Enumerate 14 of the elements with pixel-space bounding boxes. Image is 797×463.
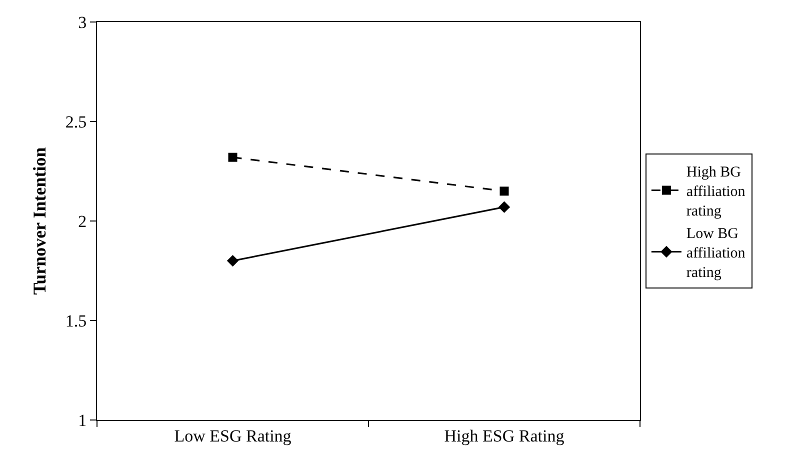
legend-label: High BG affiliation rating [686,164,746,220]
point [226,254,239,267]
x-tick-label: Low ESG Rating [174,426,292,446]
point [498,201,510,213]
y-tick-label: 1 [78,410,87,430]
y-axis-title: Turnover Intention [30,147,50,295]
y-tick-label: 2.5 [65,112,87,132]
y-tick-label: 2 [78,212,87,231]
y-tick-label: 1.5 [65,311,87,330]
point [500,186,509,196]
y-tick-label: 3 [78,12,87,32]
legend-label: Low BG affiliation rating [686,226,746,282]
point [228,152,238,162]
x-tick-label: High ESG Rating [444,426,565,446]
